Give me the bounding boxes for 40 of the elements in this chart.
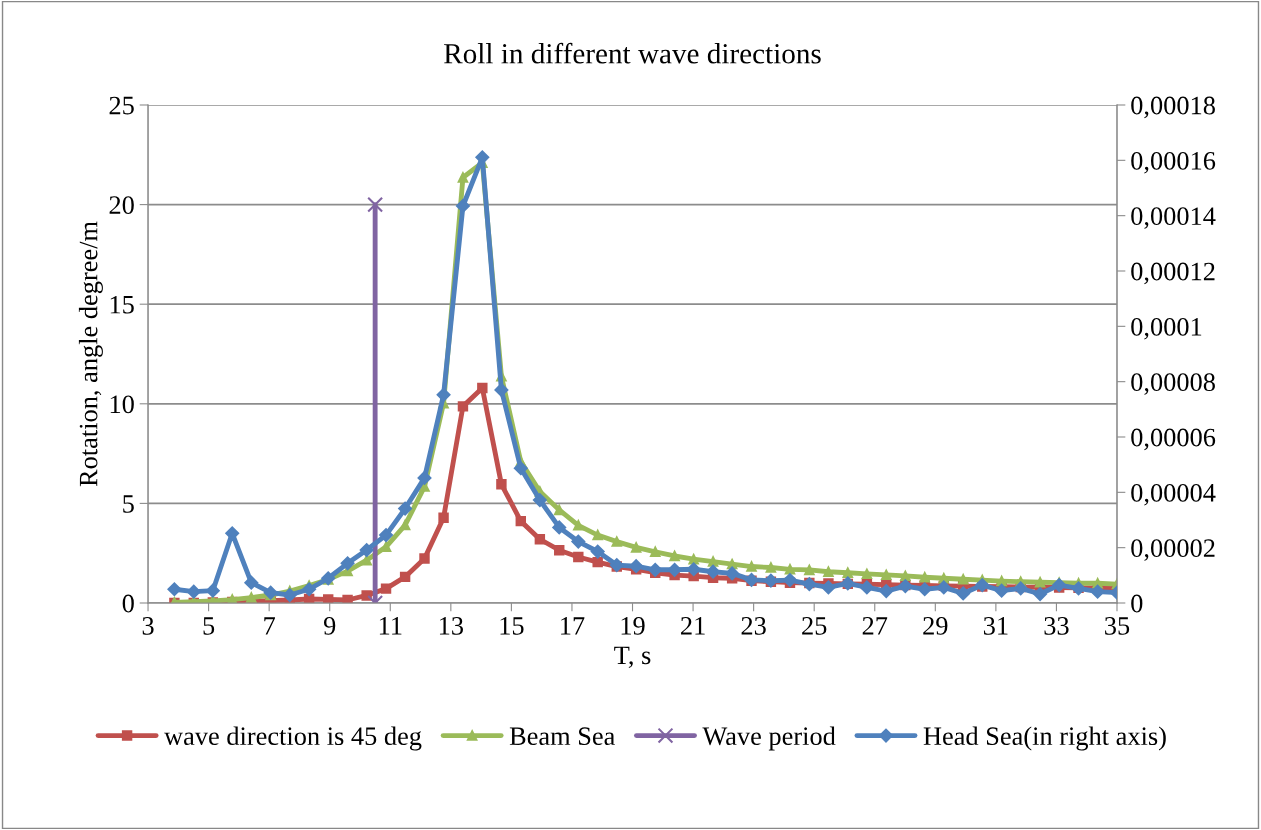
x-tick-label: 25 bbox=[802, 617, 827, 635]
y2-tick-label: 0,00002 bbox=[1131, 539, 1215, 561]
y-tick-label: 5 bbox=[123, 495, 134, 513]
y-tick-label: 0 bbox=[122, 594, 134, 613]
x-tick-label: 31 bbox=[983, 617, 1008, 635]
x-tick-label: 15 bbox=[500, 617, 524, 635]
y2-tick-label: 0,00012 bbox=[1131, 262, 1215, 285]
y2-tick-label: 0,00004 bbox=[1131, 483, 1216, 506]
x-tick-label: 19 bbox=[621, 617, 645, 635]
x-tick-label: 9 bbox=[323, 617, 336, 635]
x-tick-label: 35 bbox=[1105, 617, 1130, 635]
legend-label: wave direction is 45 deg bbox=[164, 726, 422, 751]
y2-tick-label: 0,00018 bbox=[1131, 96, 1215, 119]
x-tick-label: 23 bbox=[741, 617, 766, 635]
legend-label: Beam Sea bbox=[509, 727, 615, 746]
y-tick-label: 20 bbox=[109, 196, 134, 215]
x-tick-label: 21 bbox=[681, 617, 705, 635]
x-tick-label: 3 bbox=[142, 617, 154, 635]
legend-label: Wave period bbox=[702, 726, 836, 751]
legend-label: Head Sea(in right axis) bbox=[923, 726, 1166, 751]
x-axis-title: T, s bbox=[614, 646, 651, 669]
y2-tick-label: 0,00016 bbox=[1131, 151, 1216, 174]
y2-tick-label: 0,00008 bbox=[1131, 373, 1215, 395]
chart-title: Roll in different wave directions bbox=[444, 42, 821, 64]
x-tick-label: 17 bbox=[561, 617, 585, 635]
x-tick-label: 33 bbox=[1044, 617, 1069, 635]
y-tick-label: 10 bbox=[110, 395, 134, 414]
y-axis-title: Rotation, angle degree/m bbox=[78, 221, 103, 487]
x-tick-label: 11 bbox=[379, 617, 402, 635]
x-tick-label: 27 bbox=[862, 617, 888, 635]
x-tick-label: 5 bbox=[203, 617, 215, 635]
x-tick-label: 7 bbox=[264, 617, 275, 635]
y2-tick-label: 0,00006 bbox=[1131, 428, 1216, 451]
x-tick-label: 29 bbox=[923, 617, 948, 635]
y-tick-label: 25 bbox=[109, 96, 134, 115]
x-tick-label: 13 bbox=[439, 617, 463, 635]
y2-tick-label: 0,00014 bbox=[1131, 207, 1216, 229]
y2-tick-label: 0 bbox=[1131, 594, 1143, 613]
y-tick-label: 15 bbox=[110, 295, 134, 314]
y2-tick-label: 0,0001 bbox=[1131, 317, 1202, 340]
